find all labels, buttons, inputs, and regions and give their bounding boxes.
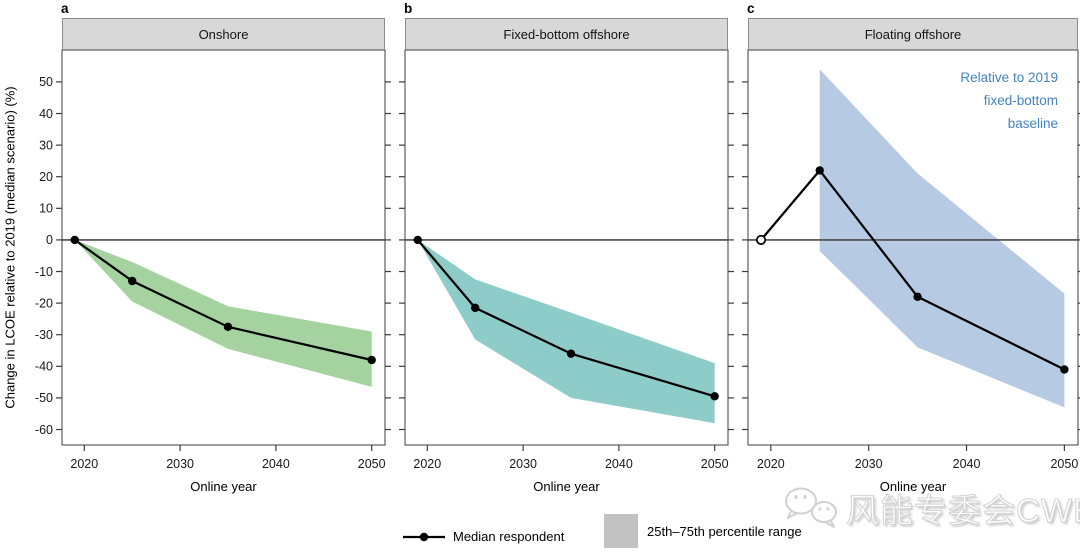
legend-median: Median respondent (403, 529, 564, 544)
y-tick-label: 30 (39, 138, 53, 152)
x-tick-label: 2020 (757, 457, 785, 471)
x-tick-label: 2050 (358, 457, 386, 471)
median-line-a (74, 239, 372, 362)
median-line-b (416, 239, 715, 398)
x-tick-label: 2030 (509, 457, 537, 471)
wechat-icon (785, 487, 837, 528)
x-tick-label: 2040 (953, 457, 981, 471)
median-marker-c (815, 166, 824, 175)
watermark-text: 风能专委会CWEA (846, 492, 1080, 530)
x-tick-label: 2050 (701, 457, 729, 471)
y-tick-label: -40 (35, 360, 53, 374)
panel-border-b (404, 49, 729, 446)
median-marker-a (223, 322, 233, 332)
percentile-band-a (74, 239, 372, 387)
y-tick-label: 20 (39, 170, 53, 184)
median-marker-a (367, 355, 376, 365)
median-marker-c (913, 292, 922, 301)
median-line-c (760, 169, 1065, 371)
y-tick-label: 50 (39, 75, 53, 89)
baseline-annotation-line: fixed-bottom (984, 93, 1058, 108)
y-tick-label: 0 (46, 233, 53, 247)
median-marker-b (471, 303, 480, 313)
legend-median-label: Median respondent (453, 529, 565, 544)
panel-header-floating-offshore: Floating offshore (748, 18, 1078, 50)
panel-header-fixed-bottom-offshore: Fixed-bottom offshore (405, 18, 728, 50)
median-marker-a (128, 276, 137, 286)
baseline-open-marker-c (755, 234, 767, 245)
y-tick-label: -60 (35, 423, 53, 437)
median-marker-b (566, 349, 576, 358)
watermark: 风能专委会CWEA (781, 484, 1080, 532)
percentile-band-c (819, 69, 1065, 408)
baseline-annotation-line: Relative to 2019 (960, 70, 1058, 85)
panel-letter-b: b (404, 1, 413, 16)
median-marker-c (1060, 365, 1069, 374)
y-tick-label: -50 (35, 391, 53, 405)
median-marker-b (413, 235, 422, 245)
x-tick-label: 2030 (166, 457, 194, 471)
percentile-band-b (417, 239, 715, 424)
panel-border-a (61, 49, 386, 446)
x-tick-label: 2050 (1050, 457, 1078, 471)
x-tick-label: 2040 (262, 457, 290, 471)
median-marker-a (70, 235, 79, 245)
y-tick-label: -30 (35, 328, 53, 342)
x-tick-label: 2020 (70, 457, 98, 471)
panel-letter-c: c (747, 1, 755, 16)
x-tick-label: 2030 (855, 457, 883, 471)
legend-range: 25th–75th percentile range (604, 514, 802, 548)
y-tick-label: 40 (39, 107, 53, 121)
y-axis-title: Change in LCOE relative to 2019 (median … (2, 86, 18, 409)
percentile-range-swatch (604, 514, 638, 548)
y-tick-label: -20 (35, 296, 53, 310)
legend-range-label: 25th–75th percentile range (647, 523, 802, 539)
median-marker-b (710, 392, 719, 401)
median-line-symbol (403, 532, 445, 541)
panel-border-c (747, 49, 1079, 446)
y-tick-label: 10 (39, 202, 53, 216)
panel-letter-a: a (61, 1, 69, 16)
x-tick-label: 2040 (605, 457, 633, 471)
panel-header-onshore: Onshore (62, 18, 385, 50)
x-axis-title-c: Online year (879, 479, 947, 494)
x-tick-label: 2020 (413, 457, 441, 471)
y-tick-label: -10 (35, 265, 53, 279)
baseline-annotation-line: baseline (1008, 116, 1058, 131)
x-axis-title-a: Online year (190, 479, 257, 494)
x-axis-title-b: Online year (533, 479, 600, 494)
